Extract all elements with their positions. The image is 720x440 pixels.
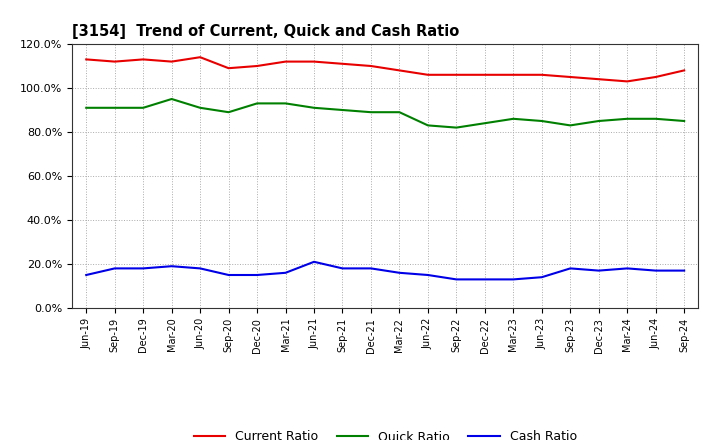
Current Ratio — [395, 68, 404, 73]
Cash Ratio — [480, 277, 489, 282]
Quick Ratio — [395, 110, 404, 115]
Line: Quick Ratio: Quick Ratio — [86, 99, 684, 128]
Current Ratio — [623, 79, 631, 84]
Cash Ratio — [366, 266, 375, 271]
Quick Ratio — [595, 118, 603, 124]
Cash Ratio — [225, 272, 233, 278]
Current Ratio — [509, 72, 518, 77]
Current Ratio — [423, 72, 432, 77]
Quick Ratio — [680, 118, 688, 124]
Cash Ratio — [82, 272, 91, 278]
Current Ratio — [566, 74, 575, 80]
Cash Ratio — [167, 264, 176, 269]
Legend: Current Ratio, Quick Ratio, Cash Ratio: Current Ratio, Quick Ratio, Cash Ratio — [189, 425, 582, 440]
Current Ratio — [652, 74, 660, 80]
Cash Ratio — [537, 275, 546, 280]
Quick Ratio — [338, 107, 347, 113]
Cash Ratio — [139, 266, 148, 271]
Current Ratio — [82, 57, 91, 62]
Cash Ratio — [395, 270, 404, 275]
Current Ratio — [338, 61, 347, 66]
Cash Ratio — [338, 266, 347, 271]
Cash Ratio — [253, 272, 261, 278]
Quick Ratio — [310, 105, 318, 110]
Cash Ratio — [595, 268, 603, 273]
Quick Ratio — [167, 96, 176, 102]
Current Ratio — [196, 55, 204, 60]
Quick Ratio — [509, 116, 518, 121]
Current Ratio — [282, 59, 290, 64]
Cash Ratio — [196, 266, 204, 271]
Line: Cash Ratio: Cash Ratio — [86, 262, 684, 279]
Quick Ratio — [566, 123, 575, 128]
Cash Ratio — [310, 259, 318, 264]
Quick Ratio — [253, 101, 261, 106]
Quick Ratio — [225, 110, 233, 115]
Current Ratio — [167, 59, 176, 64]
Line: Current Ratio: Current Ratio — [86, 57, 684, 81]
Cash Ratio — [623, 266, 631, 271]
Quick Ratio — [282, 101, 290, 106]
Cash Ratio — [452, 277, 461, 282]
Text: [3154]  Trend of Current, Quick and Cash Ratio: [3154] Trend of Current, Quick and Cash … — [72, 24, 459, 39]
Current Ratio — [253, 63, 261, 69]
Current Ratio — [225, 66, 233, 71]
Current Ratio — [680, 68, 688, 73]
Current Ratio — [595, 77, 603, 82]
Current Ratio — [452, 72, 461, 77]
Quick Ratio — [366, 110, 375, 115]
Cash Ratio — [680, 268, 688, 273]
Cash Ratio — [566, 266, 575, 271]
Quick Ratio — [423, 123, 432, 128]
Current Ratio — [110, 59, 119, 64]
Current Ratio — [366, 63, 375, 69]
Cash Ratio — [509, 277, 518, 282]
Quick Ratio — [196, 105, 204, 110]
Current Ratio — [537, 72, 546, 77]
Cash Ratio — [282, 270, 290, 275]
Cash Ratio — [652, 268, 660, 273]
Cash Ratio — [423, 272, 432, 278]
Quick Ratio — [623, 116, 631, 121]
Current Ratio — [310, 59, 318, 64]
Current Ratio — [480, 72, 489, 77]
Cash Ratio — [110, 266, 119, 271]
Quick Ratio — [139, 105, 148, 110]
Quick Ratio — [82, 105, 91, 110]
Quick Ratio — [110, 105, 119, 110]
Quick Ratio — [480, 121, 489, 126]
Quick Ratio — [652, 116, 660, 121]
Current Ratio — [139, 57, 148, 62]
Quick Ratio — [537, 118, 546, 124]
Quick Ratio — [452, 125, 461, 130]
